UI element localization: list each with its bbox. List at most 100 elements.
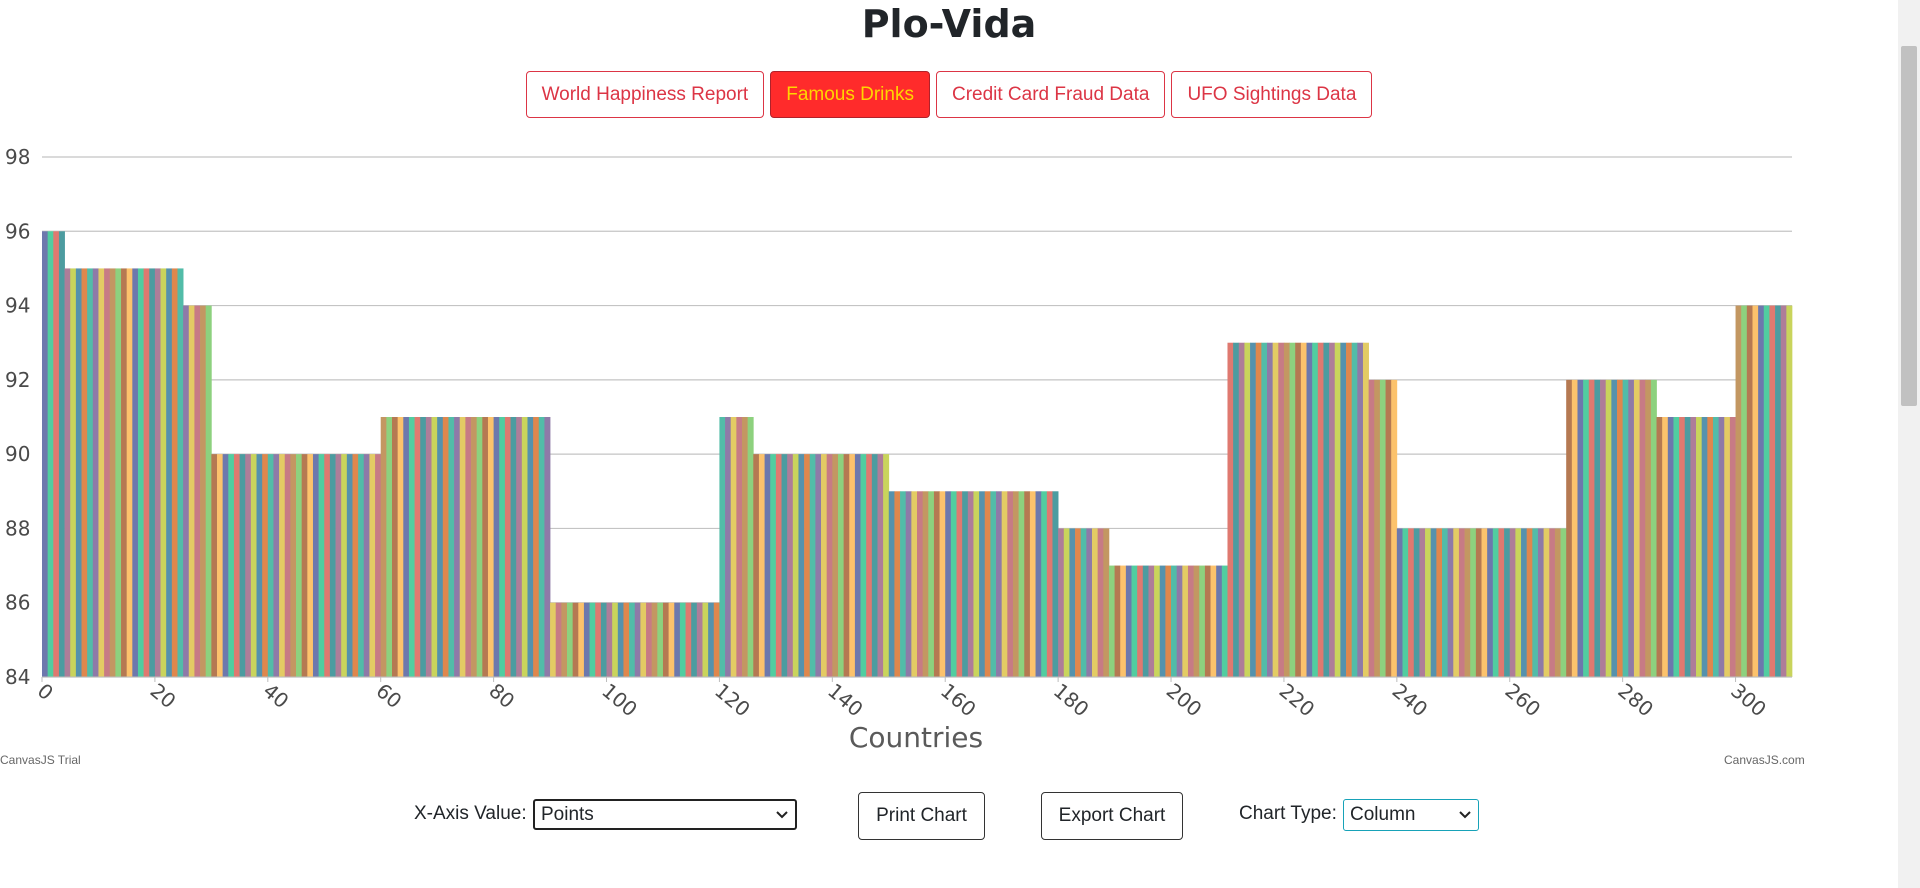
bar[interactable] xyxy=(459,417,466,677)
bar[interactable] xyxy=(284,454,291,677)
bar[interactable] xyxy=(1069,528,1076,677)
bar[interactable] xyxy=(1521,528,1528,677)
bar[interactable] xyxy=(1442,528,1448,677)
bar[interactable] xyxy=(1374,379,1381,677)
bar[interactable] xyxy=(1600,379,1607,677)
bar[interactable] xyxy=(1041,491,1048,677)
bar[interactable] xyxy=(1701,417,1708,677)
bar[interactable] xyxy=(657,602,664,677)
bar[interactable] xyxy=(538,417,545,677)
bar[interactable] xyxy=(1154,565,1161,677)
bar[interactable] xyxy=(1413,528,1420,677)
bar[interactable] xyxy=(764,454,771,677)
bar[interactable] xyxy=(1199,565,1206,677)
bar[interactable] xyxy=(736,417,743,677)
bar[interactable] xyxy=(454,417,461,677)
bar[interactable] xyxy=(465,417,472,677)
bar[interactable] xyxy=(188,305,195,677)
bar[interactable] xyxy=(121,268,128,677)
bar[interactable] xyxy=(476,417,483,677)
bar[interactable] xyxy=(646,602,653,677)
bar[interactable] xyxy=(826,454,833,677)
bar[interactable] xyxy=(1526,528,1533,677)
bar[interactable] xyxy=(363,454,370,677)
bar[interactable] xyxy=(1063,528,1070,677)
bar[interactable] xyxy=(1639,379,1646,677)
bar[interactable] xyxy=(1120,565,1127,677)
bar[interactable] xyxy=(1159,565,1166,677)
bar[interactable] xyxy=(617,602,624,677)
bar[interactable] xyxy=(1673,417,1680,677)
bar[interactable] xyxy=(1187,565,1194,677)
bar[interactable] xyxy=(962,491,969,677)
bar[interactable] xyxy=(662,602,669,677)
bar[interactable] xyxy=(217,454,223,677)
bar[interactable] xyxy=(719,417,726,677)
bar[interactable] xyxy=(911,491,918,677)
bar[interactable] xyxy=(166,268,173,677)
bar[interactable] xyxy=(1300,342,1307,677)
bar[interactable] xyxy=(1464,528,1471,677)
bar[interactable] xyxy=(504,417,511,677)
bar[interactable] xyxy=(1238,342,1245,677)
bar[interactable] xyxy=(1447,528,1454,677)
bar[interactable] xyxy=(725,417,732,677)
bar[interactable] xyxy=(499,417,506,677)
bar[interactable] xyxy=(1204,565,1211,677)
bar[interactable] xyxy=(471,417,478,677)
bar[interactable] xyxy=(1679,417,1686,677)
bar[interactable] xyxy=(1306,342,1313,677)
bar[interactable] xyxy=(1605,379,1612,677)
bar[interactable] xyxy=(640,602,647,677)
bar[interactable] xyxy=(1165,565,1172,677)
bar[interactable] xyxy=(832,454,839,677)
bar[interactable] xyxy=(137,268,144,677)
bar[interactable] xyxy=(1481,528,1488,677)
bar[interactable] xyxy=(1396,528,1403,677)
bar[interactable] xyxy=(1193,565,1200,677)
bar-series[interactable] xyxy=(42,231,1793,677)
bar[interactable] xyxy=(154,268,161,677)
bar[interactable] xyxy=(928,491,935,677)
bar[interactable] xyxy=(64,268,71,677)
bar[interactable] xyxy=(228,454,235,677)
bar[interactable] xyxy=(1171,565,1178,677)
bar[interactable] xyxy=(894,491,901,677)
bar[interactable] xyxy=(1741,305,1748,677)
bar[interactable] xyxy=(837,454,844,677)
bar[interactable] xyxy=(583,602,590,677)
x-axis-value-select[interactable]: Points xyxy=(533,799,797,830)
bar[interactable] xyxy=(1617,379,1623,677)
bar[interactable] xyxy=(329,454,336,677)
bar[interactable] xyxy=(866,454,873,677)
bar[interactable] xyxy=(1227,342,1234,677)
bar[interactable] xyxy=(1052,491,1059,677)
bar[interactable] xyxy=(781,454,788,677)
bar[interactable] xyxy=(1362,342,1369,677)
bar[interactable] xyxy=(1763,305,1770,677)
bar[interactable] xyxy=(1746,305,1753,677)
bar[interactable] xyxy=(1176,565,1183,677)
bar[interactable] xyxy=(629,602,636,677)
bar[interactable] xyxy=(883,454,890,677)
bar[interactable] xyxy=(730,417,737,677)
bar[interactable] xyxy=(550,602,557,677)
bar[interactable] xyxy=(905,491,912,677)
bar[interactable] xyxy=(1780,305,1787,677)
bar[interactable] xyxy=(990,491,997,677)
bar[interactable] xyxy=(1735,305,1742,677)
bar[interactable] xyxy=(1752,305,1759,677)
bar[interactable] xyxy=(1696,417,1703,677)
bar[interactable] xyxy=(200,305,207,677)
bar[interactable] xyxy=(567,602,573,677)
bar[interactable] xyxy=(1594,379,1601,677)
bar[interactable] xyxy=(267,454,274,677)
bar[interactable] xyxy=(871,454,878,677)
bar[interactable] xyxy=(950,491,957,677)
bar[interactable] xyxy=(623,602,630,677)
bar[interactable] xyxy=(984,491,991,677)
bar[interactable] xyxy=(1656,417,1663,677)
bar[interactable] xyxy=(273,454,280,677)
bar[interactable] xyxy=(1425,528,1432,677)
bar[interactable] xyxy=(104,268,111,677)
